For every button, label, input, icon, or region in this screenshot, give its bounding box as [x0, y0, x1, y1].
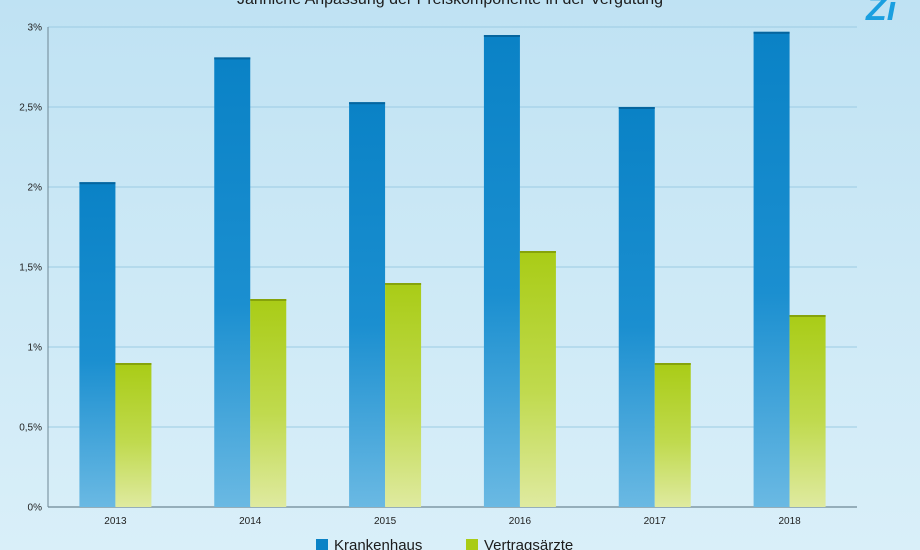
x-tick-label: 2018 — [778, 516, 801, 527]
bars — [79, 31, 826, 508]
bar-top-edge — [519, 251, 556, 253]
y-tick-label: 1% — [28, 343, 43, 354]
x-tick-label: 2014 — [239, 516, 262, 527]
bar-top-edge — [385, 283, 422, 285]
bar-krankenhaus — [349, 102, 386, 507]
bar-top-edge — [789, 315, 826, 317]
y-tick-label: 1,5% — [19, 263, 42, 274]
legend-swatch — [466, 539, 478, 550]
chart-title: Jährliche Anpassung der Preiskomponente … — [237, 0, 663, 8]
bar-krankenhaus — [483, 35, 520, 507]
bar-top-edge — [483, 35, 520, 37]
bar-vertrags-rzte — [654, 363, 691, 507]
grid-lines — [47, 26, 857, 508]
bar-top-edge — [250, 299, 287, 301]
bar-top-edge — [79, 182, 116, 185]
bar-top-edge — [618, 107, 655, 109]
bar-krankenhaus — [753, 31, 790, 508]
legend: Krankenhaus Vertragsärzte — [316, 537, 573, 550]
y-axis-ticks: 0% 0,5% 1% 1,5% 2% 2,5% 3% — [19, 23, 42, 514]
bar-vertrags-rzte — [385, 283, 422, 507]
logo: Zi — [865, 0, 898, 28]
y-tick-label: 2% — [28, 183, 43, 194]
bar-top-edge — [753, 31, 790, 34]
x-tick-label: 2013 — [104, 516, 127, 527]
bar-krankenhaus — [79, 182, 116, 507]
x-tick-label: 2017 — [644, 516, 667, 527]
x-tick-label: 2015 — [374, 516, 397, 527]
bar-krankenhaus — [618, 107, 655, 507]
bar-vertrags-rzte — [250, 299, 287, 507]
bar-top-edge — [214, 57, 251, 60]
y-tick-label: 0% — [28, 503, 43, 514]
bar-vertrags-rzte — [115, 363, 152, 507]
bar-top-edge — [349, 102, 386, 105]
bar-vertrags-rzte — [789, 315, 826, 507]
bar-vertrags-rzte — [519, 251, 556, 507]
x-axis-ticks: 2013 2014 2015 2016 2017 2018 — [104, 516, 801, 527]
bar-top-edge — [654, 363, 691, 365]
bar-krankenhaus — [214, 57, 251, 508]
legend-label: Krankenhaus — [334, 537, 422, 550]
y-tick-label: 2,5% — [19, 103, 42, 114]
x-tick-label: 2016 — [509, 516, 532, 527]
legend-label: Vertragsärzte — [484, 537, 573, 550]
y-tick-label: 3% — [28, 23, 43, 34]
legend-swatch — [316, 539, 328, 550]
bar-top-edge — [115, 363, 152, 365]
y-tick-label: 0,5% — [19, 423, 42, 434]
